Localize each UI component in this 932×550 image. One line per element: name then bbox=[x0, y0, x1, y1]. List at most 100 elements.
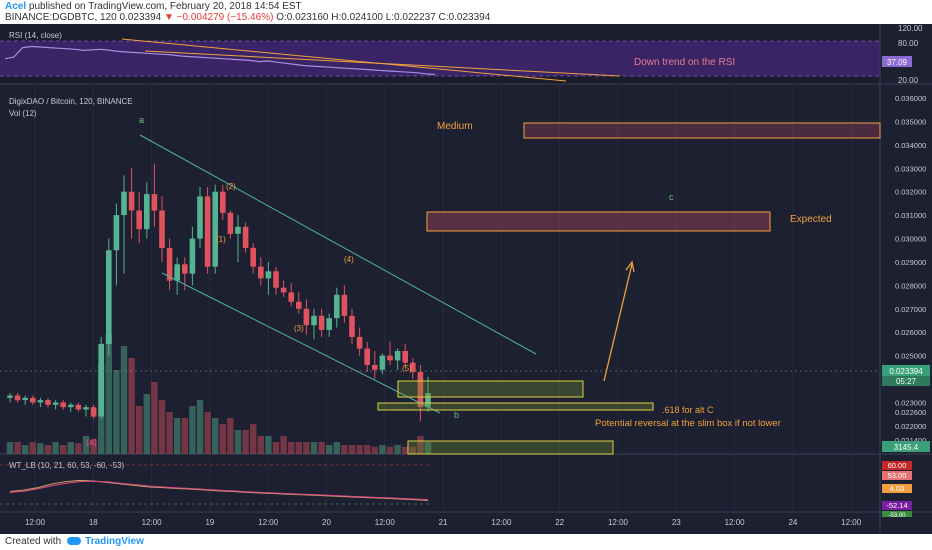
volume-bar-50 bbox=[386, 446, 394, 454]
time-tick-3: 19 bbox=[205, 518, 214, 527]
volume-bar-53 bbox=[409, 446, 416, 454]
countdown-label: 05:27 bbox=[896, 377, 917, 386]
candle-body-38 bbox=[296, 301, 302, 309]
candle-body-45 bbox=[349, 315, 355, 337]
time-tick-10: 12:00 bbox=[608, 518, 629, 527]
price-tick-4: 0.032000 bbox=[895, 188, 926, 197]
volume-bar-54 bbox=[417, 436, 424, 454]
volume-bar-23 bbox=[181, 418, 188, 454]
volume-bar-24 bbox=[189, 406, 196, 454]
price-badge-label: 0.023394 bbox=[889, 367, 923, 376]
candle-body-3 bbox=[30, 397, 36, 403]
price-change: ▼ −0.004279 (−15.46%) bbox=[163, 12, 274, 23]
time-tick-7: 21 bbox=[439, 518, 448, 527]
volume-bar-14 bbox=[113, 370, 120, 454]
candle-body-15 bbox=[121, 191, 127, 216]
candle-body-37 bbox=[288, 292, 294, 302]
volume-bar-44 bbox=[341, 445, 348, 454]
price-tick-1: 0.035000 bbox=[895, 118, 926, 127]
slim-box bbox=[377, 402, 654, 411]
time-tick-8: 12:00 bbox=[491, 518, 512, 527]
rsi-tick-top: 120.00 bbox=[898, 24, 923, 33]
candle-body-26 bbox=[204, 196, 211, 267]
ohlc-values: O:0.023160 H:0.024100 L:0.022237 C:0.023… bbox=[276, 12, 491, 23]
candle-body-47 bbox=[364, 348, 370, 365]
volume-bar-3 bbox=[29, 442, 36, 454]
volume-bar-18 bbox=[143, 394, 150, 454]
price-tick-16: 0.021400 bbox=[895, 436, 926, 445]
fib-annotation: .618 for alt C bbox=[662, 405, 714, 415]
volume-bar-40 bbox=[310, 442, 318, 454]
volume-bar-11 bbox=[90, 439, 97, 454]
lower-box bbox=[407, 440, 614, 455]
candle-body-43 bbox=[334, 294, 340, 319]
candle-body-42 bbox=[326, 318, 332, 330]
candle-body-10 bbox=[83, 407, 89, 410]
volume-bar-6 bbox=[52, 442, 59, 454]
wt-tick-badge-3 bbox=[882, 501, 912, 510]
price-tick-9: 0.027000 bbox=[895, 305, 926, 314]
channel-lower-line bbox=[161, 272, 441, 414]
volume-bar-37 bbox=[288, 442, 295, 454]
main-title: DigixDAO / Bitcoin, 120, BINANCE bbox=[9, 97, 133, 106]
last-price: 0.023394 bbox=[119, 12, 162, 23]
rsi-last-badge bbox=[882, 56, 912, 67]
candle-body-23 bbox=[182, 264, 188, 274]
candle-body-25 bbox=[197, 196, 203, 239]
volume-bar-41 bbox=[318, 442, 325, 454]
volume-bar-26 bbox=[204, 412, 211, 454]
candle-body-24 bbox=[189, 238, 196, 274]
volume-bar-32 bbox=[250, 424, 257, 454]
candle-body-9 bbox=[75, 404, 82, 410]
candle-body-35 bbox=[273, 271, 279, 288]
rsi-title: RSI (14, close) bbox=[9, 31, 62, 40]
volume-label: Vol (12) bbox=[9, 109, 37, 118]
tradingview-brand-link[interactable]: TradingView bbox=[85, 536, 144, 547]
volume-bar-52 bbox=[402, 446, 409, 454]
chart-svg: RSI (14, close) Down trend on the RSI 12… bbox=[0, 24, 932, 534]
candle-body-54 bbox=[417, 372, 424, 408]
candle-body-50 bbox=[387, 355, 393, 361]
candle-body-29 bbox=[227, 212, 234, 234]
price-badge bbox=[882, 365, 930, 376]
wave-label-3: (3) bbox=[294, 324, 304, 333]
volume-bar-49 bbox=[379, 445, 386, 454]
price-tick-13: 0.023000 bbox=[895, 399, 926, 408]
wt-tick-2: 53.00 bbox=[888, 471, 907, 480]
candle-body-32 bbox=[250, 247, 256, 267]
volume-bar-20 bbox=[158, 400, 166, 454]
author-link[interactable]: Acel bbox=[5, 1, 27, 12]
rsi-line bbox=[4, 45, 436, 76]
volume-bar-51 bbox=[394, 445, 401, 454]
price-tick-11: 0.025000 bbox=[895, 352, 926, 361]
chart-area[interactable]: RSI (14, close) Down trend on the RSI 12… bbox=[0, 24, 932, 534]
volume-bar-33 bbox=[257, 436, 264, 454]
time-tick-9: 22 bbox=[555, 518, 564, 527]
price-tick-15: 0.022000 bbox=[895, 422, 926, 431]
volume-bar-36 bbox=[280, 436, 287, 454]
time-tick-0: 12:00 bbox=[25, 518, 46, 527]
rsi-annotation: Down trend on the RSI bbox=[634, 57, 735, 68]
price-tick-2: 0.034000 bbox=[895, 141, 926, 150]
candle-body-52 bbox=[402, 351, 408, 363]
volume-bar-5 bbox=[44, 445, 52, 454]
candle-body-46 bbox=[356, 336, 363, 349]
volume-bar-47 bbox=[364, 445, 371, 454]
rsi-band bbox=[0, 41, 880, 76]
publish-info: published on TradingView.com, February 2… bbox=[28, 1, 302, 12]
candle-body-30 bbox=[235, 226, 241, 234]
projection-arrow-head bbox=[625, 260, 635, 273]
candle-body-49 bbox=[379, 355, 386, 370]
reversal-box bbox=[397, 380, 584, 398]
price-tick-14: 0.022600 bbox=[895, 408, 926, 417]
wt-title: WT_LB (10, 21, 60, 53, -60, -53) bbox=[9, 461, 125, 470]
wave-label-2: (2) bbox=[226, 182, 236, 191]
time-tick-11: 23 bbox=[672, 518, 681, 527]
volume-bar-35 bbox=[272, 442, 280, 454]
volume-bar-30 bbox=[234, 430, 242, 454]
time-tick-1: 18 bbox=[89, 518, 98, 527]
wave-label-1: (1) bbox=[216, 235, 226, 244]
candle-body-27 bbox=[212, 191, 218, 267]
price-tick-10: 0.026000 bbox=[895, 328, 926, 337]
volume-bar-48 bbox=[371, 446, 378, 454]
